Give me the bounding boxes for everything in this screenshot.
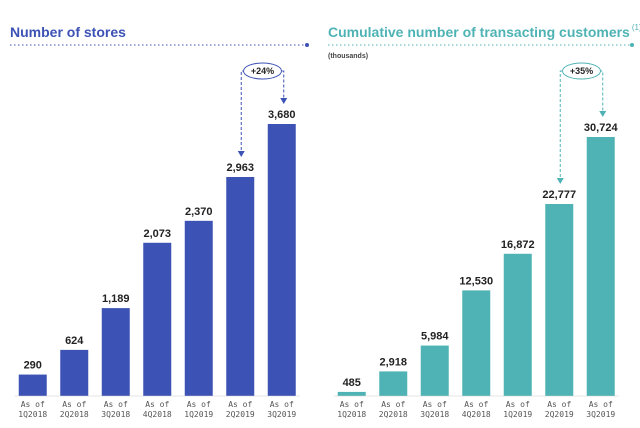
customers-chart-panel: Cumulative number of transacting custome… [322, 0, 640, 428]
stores-tick-label-0-0: As of [21, 400, 45, 409]
customers-growth-bubble [562, 62, 601, 80]
stores-value-label-4: 2,370 [185, 206, 213, 218]
customers-growth-label: +35% [570, 66, 593, 76]
customers-chart-title: Cumulative number of transacting custome… [328, 23, 640, 40]
customers-bar-5 [545, 203, 574, 396]
customers-tick-label-6-1: 3Q2019 [586, 410, 615, 419]
customers-tick-label-5-1: 2Q2019 [545, 410, 574, 419]
stores-title-rule-dot [305, 43, 309, 47]
customers-chart-title-text: Cumulative number of transacting custome… [328, 24, 630, 40]
stores-value-label-2: 1,189 [102, 293, 130, 305]
customers-bar-6 [586, 137, 615, 396]
customers-bar-0 [337, 391, 366, 396]
customers-tick-label-2-0: As of [423, 400, 447, 409]
stores-tick-label-2-0: As of [104, 400, 128, 409]
customers-tick-label-5-0: As of [547, 400, 571, 409]
stores-value-label-3: 2,073 [143, 228, 171, 240]
customers-tick-label-6-0: As of [589, 400, 613, 409]
customers-chart-subtitle: (thousands) [328, 53, 369, 60]
customers-tick-label-1-0: As of [381, 400, 405, 409]
customers-tick-label-2-1: 3Q2018 [420, 410, 449, 419]
stores-tick-label-4-1: 1Q2019 [184, 410, 213, 419]
stores-tick-label-6-1: 3Q2019 [267, 410, 296, 419]
customers-tick-label-1-1: 2Q2018 [379, 410, 408, 419]
stores-bar-1 [60, 349, 89, 396]
stores-chart-panel: Number of stores 290 As of 1Q2018 624 As of 2… [10, 24, 309, 419]
stores-tick-label-6-0: As of [270, 400, 294, 409]
customers-bar-1 [379, 371, 408, 396]
customers-tick-label-3-0: As of [464, 400, 488, 409]
customers-value-label-6: 30,724 [584, 122, 619, 134]
customers-value-label-1: 2,918 [379, 356, 407, 368]
stores-bar-3 [143, 242, 172, 396]
stores-value-label-1: 624 [65, 335, 84, 347]
stores-value-label-6: 3,680 [268, 109, 296, 121]
customers-chart-footnote: (1) [631, 23, 640, 32]
stores-value-label-0: 290 [24, 360, 42, 372]
stores-growth-label: +24% [251, 66, 274, 76]
stores-tick-label-1-0: As of [62, 400, 86, 409]
customers-bar-4 [503, 253, 532, 396]
customers-tick-label-0-0: As of [340, 400, 364, 409]
customers-bar-2 [420, 345, 449, 396]
stores-bar-2 [101, 308, 130, 396]
stores-tick-label-1-1: 2Q2018 [60, 410, 89, 419]
stores-tick-label-5-1: 2Q2019 [226, 410, 255, 419]
customers-bar-3 [462, 290, 491, 396]
customers-value-label-0: 485 [343, 377, 361, 389]
customers-title-rule-dot [630, 43, 634, 47]
stores-bar-6 [267, 124, 296, 396]
customers-growth-arrow-left [556, 177, 564, 184]
customers-value-label-5: 22,777 [542, 189, 576, 201]
stores-growth-bubble [243, 62, 282, 80]
customers-tick-label-4-0: As of [506, 400, 530, 409]
stores-chart-title: Number of stores [10, 24, 126, 40]
stores-tick-label-2-1: 3Q2018 [101, 410, 130, 419]
stores-bar-0 [18, 374, 47, 396]
stores-tick-label-3-1: 4Q2018 [143, 410, 172, 419]
stores-tick-label-3-0: As of [145, 400, 169, 409]
customers-tick-label-4-1: 1Q2019 [503, 410, 532, 419]
customers-tick-label-3-1: 4Q2018 [462, 410, 491, 419]
stores-tick-label-4-0: As of [187, 400, 211, 409]
stores-growth-arrow-right [280, 98, 288, 104]
stores-growth-arrow-left [237, 150, 245, 157]
customers-value-label-2: 5,984 [421, 331, 449, 343]
stores-bar-5 [226, 176, 255, 396]
stores-value-label-5: 2,963 [226, 162, 254, 174]
customers-growth-arrow-right [599, 111, 607, 117]
stores-tick-label-5-0: As of [228, 400, 252, 409]
customers-tick-label-0-1: 1Q2018 [337, 410, 366, 419]
stores-bar-4 [184, 220, 213, 396]
customers-value-label-4: 16,872 [501, 239, 535, 251]
customers-value-label-3: 12,530 [459, 275, 493, 287]
stores-tick-label-0-1: 1Q2018 [18, 410, 47, 419]
